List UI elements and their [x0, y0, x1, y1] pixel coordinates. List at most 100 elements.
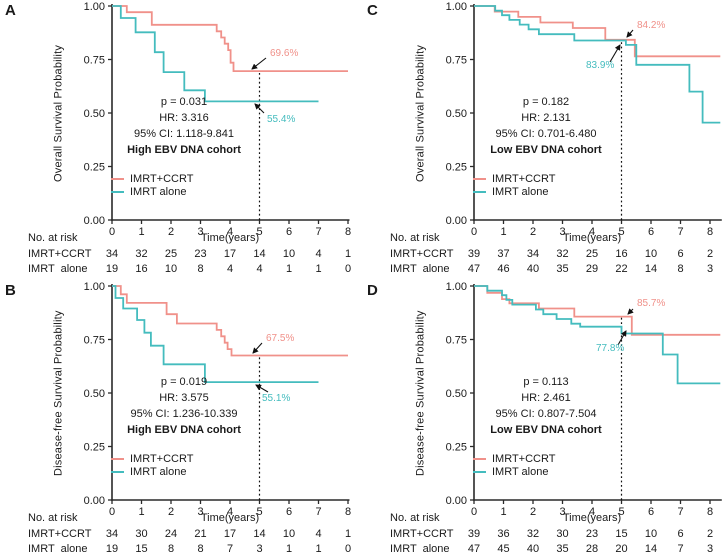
- annotation-label: 55.1%: [262, 393, 290, 404]
- panel-letter-d: D: [367, 282, 378, 299]
- risk-count: 19: [105, 543, 119, 555]
- risk-count: 25: [164, 248, 178, 260]
- cohort-label: Low EBV DNA cohort: [490, 144, 602, 156]
- x-tick-label: 3: [559, 226, 565, 236]
- panel-b: B Disease-free Survival Probability 0.00…: [0, 280, 362, 560]
- annotation-label: 77.8%: [596, 343, 624, 354]
- risk-row-imrt-alone: IMRT alone 19 15 8 8 7 3 1 1 0: [0, 543, 362, 556]
- km-curve-imrt-ccrt: [474, 5, 721, 58]
- legend-item-imrt-alone: IMRT alone: [111, 185, 193, 198]
- panel-d: D Disease-free Survival Probability 0.00…: [362, 280, 724, 560]
- risk-count: 37: [497, 248, 510, 260]
- x-tick-label: 1: [138, 506, 144, 516]
- risk-count: 4: [226, 263, 234, 275]
- risk-count: 1: [285, 263, 293, 275]
- x-tick-label: 5: [618, 226, 624, 236]
- risk-count: 17: [223, 248, 237, 260]
- x-tick-label: 6: [648, 506, 654, 516]
- risk-count: 29: [585, 263, 599, 275]
- risk-counts: 34 32 25 23 17 14 10 4 1: [0, 248, 362, 261]
- x-tick-label: 7: [677, 506, 683, 516]
- risk-row-imrt-ccrt: IMRT+CCRT 34 30 24 21 17 14 10 4 1: [0, 528, 362, 541]
- hazard-ratio: HR: 3.575: [159, 392, 209, 404]
- p-value: p = 0.019: [160, 376, 208, 388]
- risk-row-label: IMRT alone: [390, 263, 450, 275]
- y-tick-label: 0.50: [84, 388, 105, 400]
- x-tick-label: 2: [168, 226, 174, 236]
- y-tick-label: 1.00: [84, 1, 105, 13]
- legend-label: IMRT+CCRT: [492, 452, 556, 465]
- y-tick-label: 0.00: [446, 495, 467, 507]
- y-tick-label: 0.50: [446, 388, 467, 400]
- risk-count: 39: [467, 528, 481, 540]
- annotation-label: 84.2%: [637, 20, 665, 31]
- risk-count: 0: [344, 543, 352, 555]
- legend: IMRT+CCRT IMRT alone: [473, 452, 555, 478]
- risk-count: 15: [135, 543, 148, 555]
- y-tick-label: 0.00: [84, 215, 105, 227]
- x-tick-label: 0: [109, 506, 115, 516]
- risk-header-label: No. at risk: [390, 512, 440, 524]
- risk-row-label: IMRT alone: [390, 543, 450, 555]
- x-tick-label: 7: [677, 226, 683, 236]
- legend-line-swatch-teal: [473, 470, 486, 473]
- annotation-arrow: [255, 384, 269, 393]
- km-curve-imrt-alone: [474, 5, 721, 124]
- km-plot-d: 0.00 0.25 0.50 0.75 1.00 0 1 2 3 4 5 6 7 8 85.7% 77.8%: [446, 281, 722, 516]
- risk-count: 4: [315, 528, 322, 540]
- risk-count: 15: [615, 528, 628, 540]
- risk-count: 21: [194, 528, 207, 540]
- risk-count: 25: [585, 248, 599, 260]
- x-tick-label: 5: [618, 506, 624, 516]
- risk-counts: 19 15 8 8 7 3 1 1 0: [0, 543, 362, 556]
- panel-a: A Overall Survival Probability 0.00 0.25 0…: [0, 0, 362, 280]
- risk-count: 3: [256, 543, 263, 555]
- annotation-arrow: [254, 103, 265, 114]
- legend-label: IMRT+CCRT: [492, 172, 556, 185]
- legend-line-swatch-teal: [111, 190, 124, 193]
- risk-count: 2: [706, 528, 714, 540]
- risk-row-imrt-ccrt: IMRT+CCRT 39 37 34 32 25 16 10 6 2: [362, 248, 724, 261]
- x-tick-label: 2: [168, 506, 174, 516]
- y-tick-label: 0.25: [446, 442, 467, 454]
- risk-count: 24: [164, 528, 178, 540]
- risk-header-label: No. at risk: [28, 512, 78, 524]
- y-tick-label: 1.00: [84, 281, 105, 293]
- confidence-interval: 95% CI: 0.701-6.480: [495, 128, 597, 140]
- x-tick-label: 1: [500, 506, 506, 516]
- x-tick-label: 5: [256, 506, 262, 516]
- cohort-label: Low EBV DNA cohort: [490, 424, 602, 436]
- stats-block: p = 0.182 HR: 2.131 95% CI: 0.701-6.480 …: [470, 94, 622, 158]
- cohort-label: High EBV DNA cohort: [127, 144, 241, 156]
- annotation-arrow: [626, 29, 634, 38]
- x-tick-label: 3: [197, 506, 203, 516]
- y-tick-label: 0.50: [84, 108, 105, 120]
- risk-count: 8: [197, 543, 204, 555]
- legend-item-imrt-ccrt: IMRT+CCRT: [473, 172, 555, 185]
- risk-count: 3: [706, 263, 714, 275]
- annotation-arrow: [252, 342, 263, 354]
- risk-count: 32: [556, 248, 569, 260]
- risk-count: 47: [467, 543, 481, 555]
- y-tick-label: 0.25: [84, 442, 105, 454]
- risk-count: 10: [644, 248, 658, 260]
- confidence-interval: 95% CI: 0.807-7.504: [495, 408, 597, 420]
- hazard-ratio: HR: 2.131: [521, 112, 571, 124]
- risk-count: 19: [105, 263, 119, 275]
- legend: IMRT+CCRT IMRT alone: [473, 172, 555, 198]
- x-tick-label: 2: [530, 506, 536, 516]
- legend-label: IMRT alone: [492, 185, 549, 198]
- legend: IMRT+CCRT IMRT alone: [111, 172, 193, 198]
- risk-header-label: No. at risk: [390, 232, 440, 244]
- hazard-ratio: HR: 2.461: [521, 392, 571, 404]
- risk-counts: 39 37 34 32 25 16 10 6 2: [362, 248, 724, 261]
- risk-count: 30: [556, 528, 569, 540]
- risk-counts: 39 36 32 30 23 15 10 6 2: [362, 528, 724, 541]
- risk-count: 34: [105, 248, 119, 260]
- risk-count: 1: [344, 528, 352, 540]
- risk-count: 10: [282, 248, 296, 260]
- risk-row-label: IMRT+CCRT: [390, 248, 454, 260]
- risk-count: 6: [677, 248, 684, 260]
- legend-item-imrt-alone: IMRT alone: [473, 465, 555, 478]
- y-tick-label: 0.75: [446, 335, 467, 347]
